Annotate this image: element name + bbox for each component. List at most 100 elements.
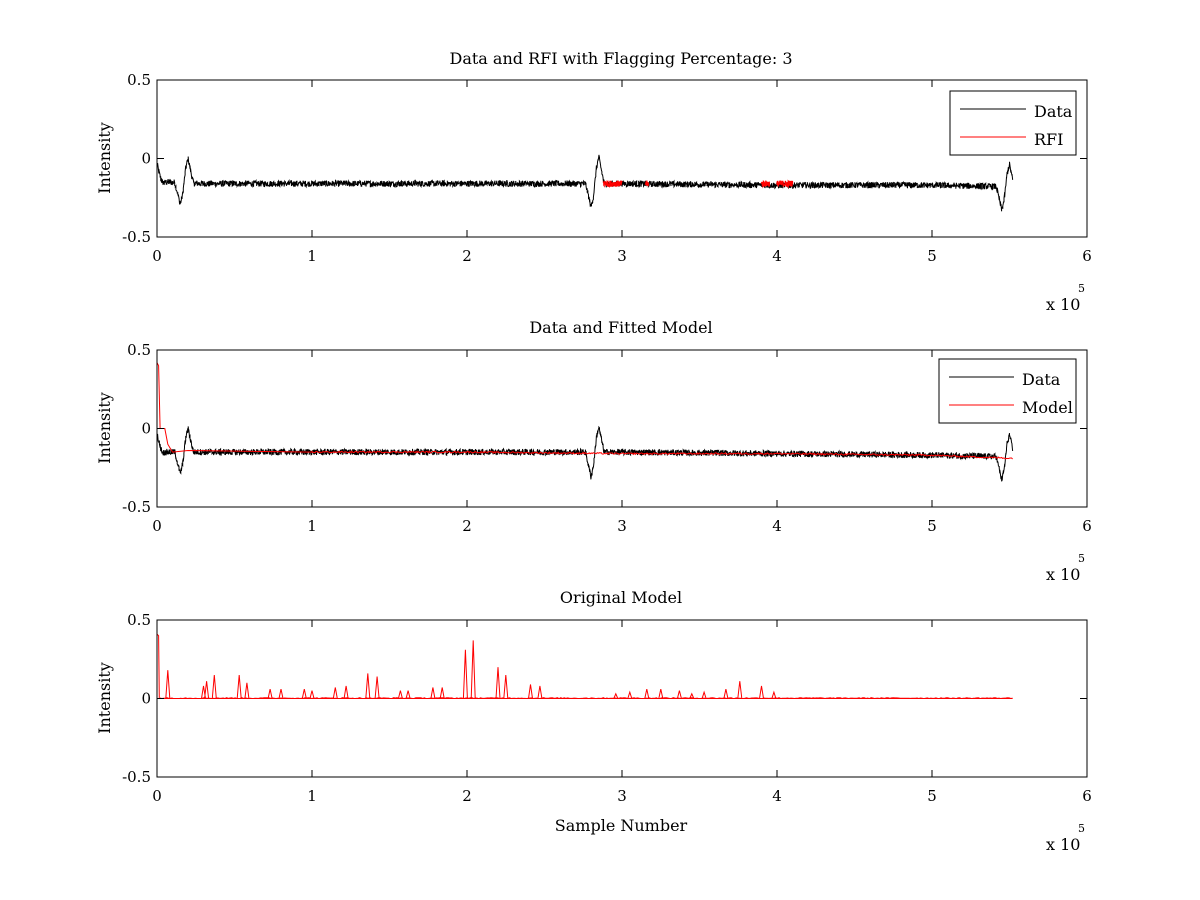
series-data [156, 154, 1014, 212]
spike [301, 688, 307, 699]
x-exponent-base: x 10 [1046, 835, 1080, 854]
series-rfi-segment [776, 179, 794, 189]
spike [278, 688, 284, 699]
spike [689, 692, 695, 699]
spike [244, 682, 250, 699]
spike [737, 681, 743, 699]
plot-area [156, 633, 1013, 699]
spike [267, 688, 273, 699]
x-tick-label: 2 [462, 247, 472, 265]
spike [676, 690, 682, 699]
x-tick-label: 5 [927, 787, 937, 805]
x-exponent: x 10 5 [1046, 822, 1085, 854]
spike [332, 687, 338, 699]
y-axis-label: Intensity [95, 122, 114, 194]
spike [462, 649, 468, 699]
spike [537, 685, 543, 699]
axes-ticks: 0 1 2 3 4 5 6-0.500.5 [122, 341, 1092, 535]
spike [528, 684, 533, 699]
spike [374, 676, 380, 699]
subplot-rfi: Data and RFI with Flagging Percentage: 3… [95, 49, 1092, 314]
x-exponent-power: 5 [1078, 822, 1085, 835]
spike [613, 692, 619, 699]
subplot-original-model: Original Model Intensity 0 1 2 3 4 5 6-0.500.5… [95, 588, 1092, 854]
spike [165, 670, 171, 699]
series-model-ripple [159, 697, 1013, 699]
series-model [156, 362, 1013, 460]
spike [759, 685, 764, 699]
x-tick-label: 3 [617, 787, 627, 805]
series-data [156, 425, 1014, 482]
legend: Data Model [938, 358, 1077, 424]
y-tick-label: -0.5 [122, 228, 151, 246]
y-tick-label: 0 [141, 420, 151, 438]
axes-ticks: 0 1 2 3 4 5 6-0.500.5 [122, 611, 1092, 805]
axes-frame [156, 619, 1088, 778]
x-tick-label: 6 [1082, 247, 1092, 265]
spike [658, 688, 664, 699]
spike [627, 690, 633, 699]
y-tick-label: 0.5 [127, 71, 151, 89]
legend: Data RFI [949, 90, 1077, 156]
x-tick-label: 1 [307, 517, 317, 535]
spike [723, 688, 729, 699]
x-tick-label: 4 [772, 517, 782, 535]
x-exponent: x 10 5 [1046, 552, 1085, 584]
x-tick-label: 2 [462, 517, 472, 535]
x-tick-label: 5 [927, 517, 937, 535]
subplot-fitted-model: Data and Fitted Model Intensity 0 1 2 3 4 5 6 -… [95, 318, 1092, 584]
y-tick-label: 0.5 [127, 341, 151, 359]
x-tick-label: 3 [617, 247, 627, 265]
legend-label-rfi: RFI [1034, 130, 1063, 149]
y-axis-label: Intensity [95, 392, 114, 464]
spike [405, 690, 411, 699]
y-tick-label: 0.5 [127, 611, 151, 629]
subplot-title: Original Model [560, 588, 682, 607]
spike [771, 690, 777, 699]
series-rfi-segment [644, 180, 649, 187]
x-tick-label: 6 [1082, 517, 1092, 535]
x-exponent-power: 5 [1078, 282, 1085, 295]
x-tick-label: 1 [307, 247, 317, 265]
series-rfi-segment [602, 179, 623, 188]
legend-label-data: Data [1034, 102, 1073, 121]
spike [309, 690, 315, 699]
y-tick-label: -0.5 [122, 498, 151, 516]
spike [397, 690, 403, 699]
x-exponent-base: x 10 [1046, 295, 1080, 314]
x-tick-label: 5 [927, 247, 937, 265]
spike [701, 690, 707, 699]
spike [495, 667, 501, 699]
y-tick-label: 0 [141, 690, 151, 708]
x-tick-label: 1 [307, 787, 317, 805]
x-tick-label: 3 [617, 517, 627, 535]
y-tick-label: 0 [141, 150, 151, 168]
spike [365, 673, 371, 699]
spike [236, 674, 242, 699]
spike [211, 674, 217, 699]
spike [343, 685, 349, 699]
x-tick-label: 4 [772, 247, 782, 265]
plot-area [156, 362, 1014, 482]
x-tick-label: 0 [152, 517, 162, 535]
legend-label-data: Data [1022, 370, 1061, 389]
spike [470, 640, 476, 699]
y-axis-label: Intensity [95, 662, 114, 734]
axes-frame [156, 79, 1088, 238]
spike [430, 687, 436, 699]
x-tick-label: 0 [152, 787, 162, 805]
legend-box [938, 358, 1077, 424]
x-exponent-power: 5 [1078, 552, 1085, 565]
subplot-title: Data and RFI with Flagging Percentage: 3 [449, 49, 792, 68]
spike [204, 681, 210, 699]
spike [439, 687, 445, 699]
x-tick-label: 6 [1082, 787, 1092, 805]
series-rfi-segment [760, 180, 770, 189]
x-tick-label: 0 [152, 247, 162, 265]
y-tick-label: -0.5 [122, 768, 151, 786]
spike [503, 674, 509, 699]
spike [644, 688, 650, 699]
legend-label-model: Model [1022, 398, 1073, 417]
x-tick-label: 2 [462, 787, 472, 805]
